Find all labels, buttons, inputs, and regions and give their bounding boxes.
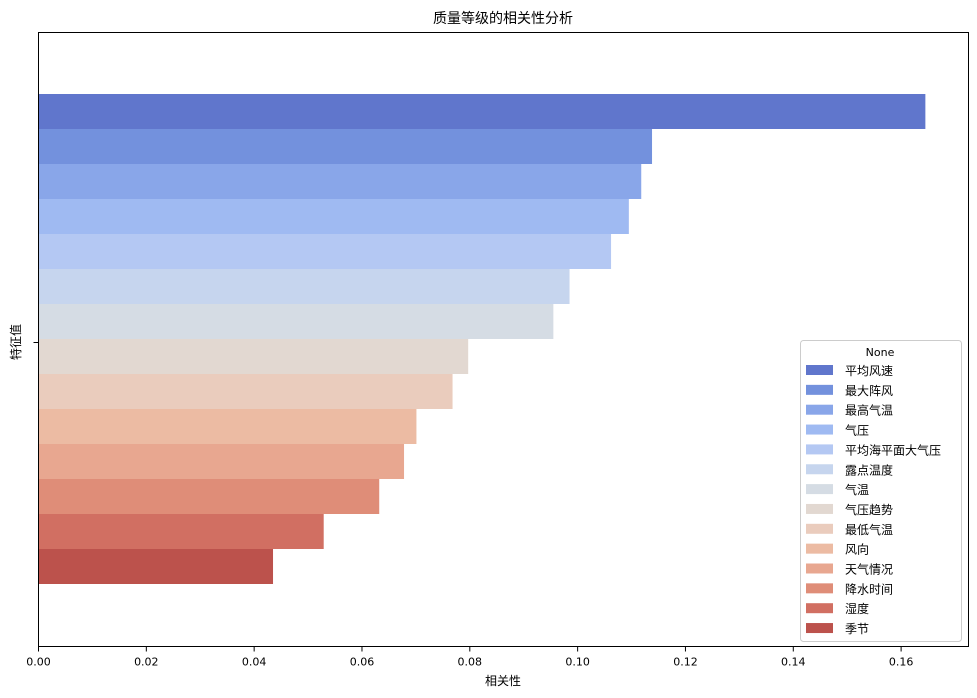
- legend-label-气温: 气温: [845, 482, 869, 497]
- legend-label-季节: 季节: [845, 622, 869, 636]
- legend-swatch-气压趋势: [806, 503, 833, 514]
- bar-平均海平面大气压: [38, 234, 612, 269]
- x-axis-label: 相关性: [485, 674, 521, 688]
- legend-label-天气情况: 天气情况: [845, 562, 893, 577]
- legend-label-平均风速: 平均风速: [845, 364, 893, 378]
- legend-swatch-最大阵风: [806, 384, 833, 395]
- x-tick-label: 0.14: [781, 656, 806, 669]
- bars-group: [38, 94, 926, 584]
- x-ticks-group: 0.00 0.02 0.04 0.06 0.08 0.10 0.12 0.14 0.16: [26, 646, 914, 669]
- bar-气压趋势: [38, 339, 469, 374]
- legend-title: None: [866, 346, 895, 359]
- bar-风向: [38, 409, 417, 444]
- bar-气压: [38, 199, 629, 234]
- legend-label-降水时间: 降水时间: [845, 582, 893, 596]
- legend-items: 平均风速最大阵风最高气温气压平均海平面大气压露点温度气温气压趋势最低气温风向天气…: [806, 364, 941, 636]
- legend-swatch-天气情况: [806, 563, 833, 574]
- legend-swatch-平均风速: [806, 365, 833, 375]
- legend-label-平均海平面大气压: 平均海平面大气压: [845, 442, 941, 457]
- legend-swatch-气温: [806, 484, 833, 495]
- bar-最高气温: [38, 164, 642, 199]
- bar-平均风速: [38, 94, 926, 129]
- bar-露点温度: [38, 269, 570, 304]
- legend-swatch-露点温度: [806, 464, 833, 475]
- legend-label-气压: 气压: [845, 423, 869, 438]
- legend-swatch-湿度: [806, 603, 833, 614]
- bar-天气情况: [38, 444, 405, 479]
- bar-最低气温: [38, 374, 453, 409]
- legend-swatch-平均海平面大气压: [806, 444, 833, 455]
- legend: None 平均风速最大阵风最高气温气压平均海平面大气压露点温度气温气压趋势最低气…: [800, 340, 962, 642]
- x-tick-label: 0.04: [242, 656, 267, 669]
- legend-swatch-风向: [806, 543, 833, 554]
- bar-降水时间: [38, 479, 380, 514]
- legend-label-露点温度: 露点温度: [845, 462, 893, 477]
- legend-label-最大阵风: 最大阵风: [845, 384, 893, 398]
- x-tick-label: 0.16: [889, 656, 914, 669]
- legend-swatch-气压: [806, 424, 833, 435]
- x-tick-label: 0.08: [458, 656, 483, 669]
- legend-swatch-降水时间: [806, 583, 833, 594]
- x-tick-label: 0.12: [673, 656, 698, 669]
- legend-label-最低气温: 最低气温: [845, 522, 893, 537]
- plot-frame: [38, 32, 969, 647]
- legend-label-最高气温: 最高气温: [845, 403, 893, 418]
- chart-title: 质量等级的相关性分析: [433, 10, 573, 27]
- y-axis-label: 特征值: [8, 324, 23, 360]
- legend-swatch-季节: [806, 623, 833, 634]
- bar-季节: [38, 549, 274, 584]
- legend-label-气压趋势: 气压趋势: [845, 502, 893, 517]
- x-tick-label: 0.10: [565, 656, 590, 669]
- bar-最大阵风: [38, 129, 653, 164]
- legend-swatch-最低气温: [806, 523, 833, 534]
- legend-box: [800, 340, 962, 642]
- legend-label-湿度: 湿度: [845, 601, 869, 616]
- legend-swatch-最高气温: [806, 404, 833, 415]
- x-tick-label: 0.02: [134, 656, 159, 669]
- bar-湿度: [38, 514, 324, 549]
- x-tick-label: 0.06: [350, 656, 375, 669]
- x-tick-label: 0.00: [26, 656, 51, 669]
- legend-label-风向: 风向: [845, 542, 869, 557]
- bar-气温: [38, 304, 554, 339]
